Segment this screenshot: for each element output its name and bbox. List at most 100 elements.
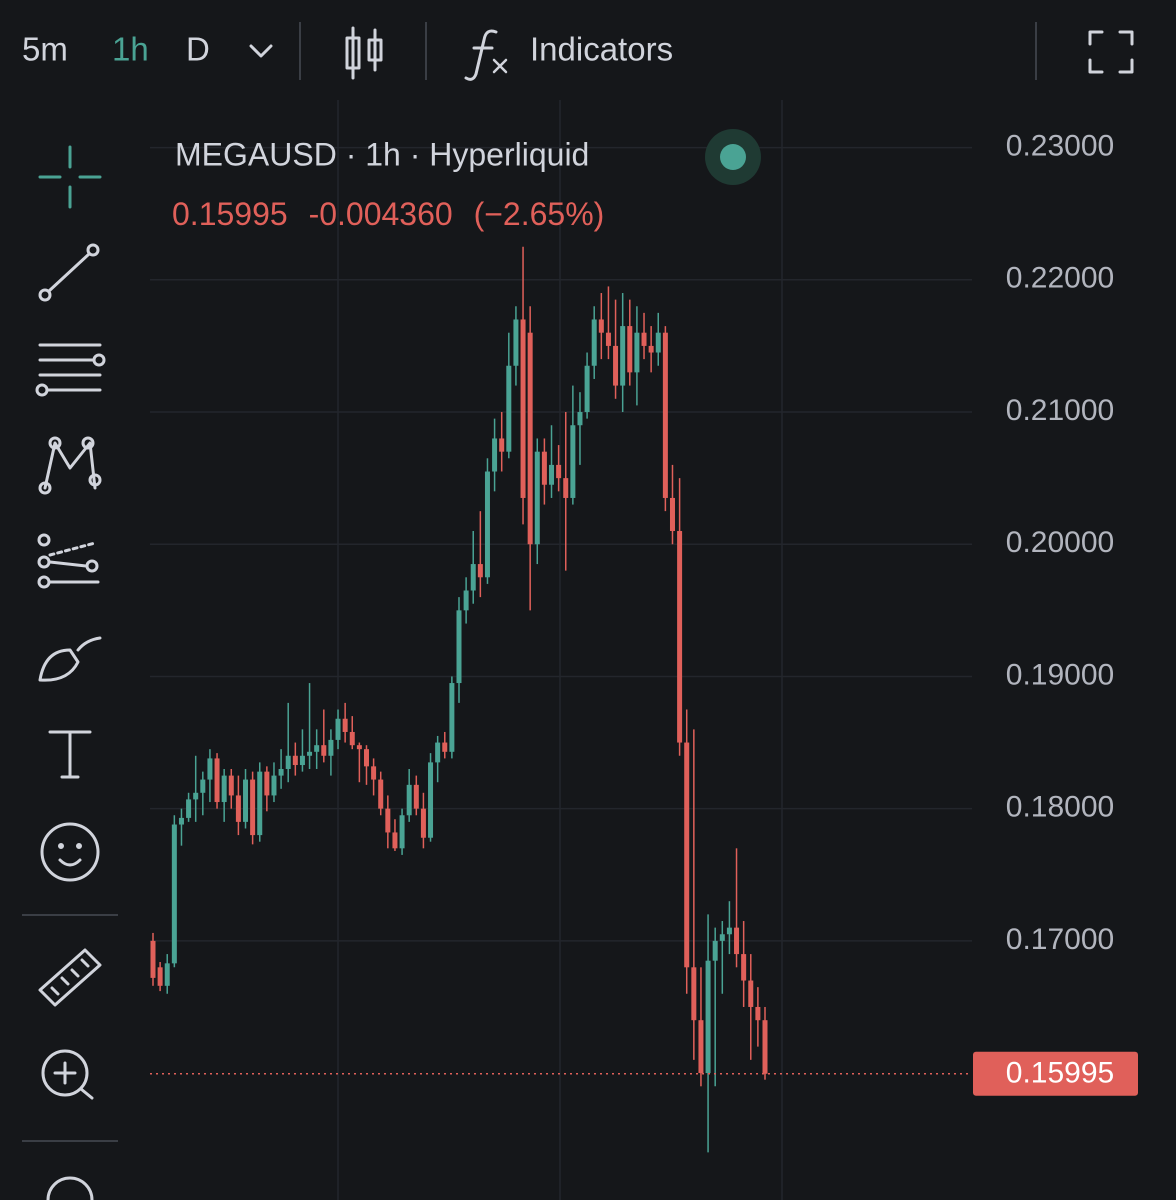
chart-type-button[interactable] xyxy=(345,26,383,80)
sidebar-tools[interactable] xyxy=(35,145,106,1200)
candle-body xyxy=(292,755,298,766)
candle-body xyxy=(413,784,419,809)
candle-body xyxy=(321,745,327,756)
candle-body xyxy=(463,590,469,611)
candle-body xyxy=(299,755,305,766)
candle-body xyxy=(705,960,711,1074)
candle-body xyxy=(762,1020,768,1074)
y-tick-label: 0.19000 xyxy=(1006,658,1114,691)
interval-1h[interactable]: 1h xyxy=(112,31,149,68)
candle-body xyxy=(470,564,476,591)
candle-body xyxy=(556,464,562,479)
interval-5m[interactable]: 5m xyxy=(22,31,68,68)
fullscreen-button[interactable] xyxy=(1088,30,1134,74)
candle-body xyxy=(442,742,448,752)
candle-body xyxy=(257,771,263,836)
candle-body xyxy=(641,332,647,346)
candle-body xyxy=(712,940,718,961)
candle-body xyxy=(513,319,519,366)
candle-body xyxy=(378,779,384,809)
candle-body xyxy=(584,365,590,413)
candle-body xyxy=(741,954,747,981)
candle-body xyxy=(648,345,654,353)
candle-body xyxy=(655,332,661,353)
candle-body xyxy=(178,817,184,825)
candle-body xyxy=(264,771,270,796)
candle-body xyxy=(563,478,569,498)
candle-body xyxy=(534,451,540,545)
candle-body xyxy=(243,779,249,822)
candle-body xyxy=(684,742,690,968)
candle-body xyxy=(428,762,434,838)
interval-dropdown[interactable] xyxy=(249,44,273,58)
candle-body xyxy=(356,745,362,750)
candle-body xyxy=(193,792,199,800)
candle-body xyxy=(371,766,377,780)
candle-body xyxy=(406,784,412,816)
candle-body xyxy=(307,751,313,756)
y-tick-label: 0.17000 xyxy=(1006,923,1114,956)
last-price-box xyxy=(973,1051,1138,1096)
candle-body xyxy=(570,425,576,498)
candle-body xyxy=(520,319,526,498)
candle-body xyxy=(634,332,640,373)
candle-body xyxy=(349,731,355,746)
candle-body xyxy=(506,365,512,452)
candle-body xyxy=(314,745,320,752)
change: -0.004360 xyxy=(309,196,453,232)
candle-body xyxy=(620,326,626,386)
indicators-icon[interactable] xyxy=(464,29,508,81)
candle-body xyxy=(285,755,291,769)
candle-body xyxy=(399,815,405,849)
candle-body xyxy=(150,940,156,978)
candle-body xyxy=(492,438,498,472)
candle-body xyxy=(392,832,398,849)
y-tick-label: 0.18000 xyxy=(1006,791,1114,824)
candle-body xyxy=(385,808,391,833)
candle-body xyxy=(719,934,725,941)
candle-body xyxy=(662,332,668,498)
candle-body xyxy=(250,779,256,836)
interval-d[interactable]: D xyxy=(186,31,210,68)
candle-body xyxy=(435,742,441,763)
candle-body xyxy=(527,332,533,545)
plot xyxy=(150,146,972,1153)
candle-body xyxy=(748,980,754,1007)
candle-body xyxy=(328,739,334,756)
candle-body xyxy=(171,824,177,964)
y-tick-label: 0.23000 xyxy=(1006,130,1114,163)
candle-body xyxy=(449,683,455,752)
candle-body xyxy=(627,326,633,373)
candle-body xyxy=(605,332,611,346)
last-price-label: 0.15995 xyxy=(1006,1057,1114,1090)
candle-body xyxy=(214,758,220,803)
candle-body xyxy=(541,451,547,485)
candle-body xyxy=(456,610,462,684)
candle-body xyxy=(420,808,426,838)
candle-body xyxy=(278,768,284,776)
indicators-button[interactable]: Indicators xyxy=(530,31,673,68)
y-tick-label: 0.22000 xyxy=(1006,262,1114,295)
candle-body xyxy=(591,319,597,366)
candle-body xyxy=(228,775,234,796)
candle-body xyxy=(342,718,348,732)
candle-body xyxy=(363,749,369,767)
candle-body xyxy=(677,531,683,743)
candle-body xyxy=(164,963,170,986)
candle-body xyxy=(186,799,192,818)
status-dot xyxy=(720,144,746,170)
candle-body xyxy=(157,967,163,986)
candle-body xyxy=(577,412,583,426)
candle-body xyxy=(726,927,732,935)
candle-body xyxy=(207,758,213,780)
candle-body xyxy=(499,438,505,452)
y-tick-label: 0.20000 xyxy=(1006,526,1114,559)
candle-body xyxy=(477,564,483,578)
change-percent: (−2.65%) xyxy=(474,196,605,232)
last-price: 0.15995 xyxy=(172,196,288,232)
candle-body xyxy=(598,319,604,333)
candle-body xyxy=(549,464,555,485)
candle-body xyxy=(755,1006,761,1021)
candle-body xyxy=(669,497,675,532)
